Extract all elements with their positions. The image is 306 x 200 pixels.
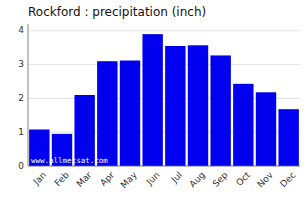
bar [256,92,276,166]
y-axis-line [28,24,29,166]
grid-line [28,166,300,167]
watermark: www.allmetsat.com [31,156,108,165]
bar [142,34,162,166]
x-tick-label: Jan [31,170,49,188]
y-tick-label: 2 [18,93,24,103]
y-tick-label: 4 [18,25,24,35]
x-tick-label: Oct [234,170,252,188]
bars [29,34,299,166]
x-tick-label: May [119,169,140,190]
x-tick-label: Dec [278,170,297,189]
x-tick-label: Mar [75,170,94,189]
bar [120,61,140,166]
title: Rockford : precipitation (inch) [28,5,206,19]
bar [188,45,208,166]
bar [210,55,230,166]
x-tick-label: Aug [187,170,207,190]
grid-line [28,64,300,65]
x-tick-label: Feb [53,170,72,189]
x-tick-label: Jun [144,170,162,188]
bar [278,109,298,166]
y-tick-label: 0 [18,161,24,171]
bar [233,84,253,166]
y-tick-label: 1 [18,127,24,137]
bar [97,61,117,166]
x-tick-label: Apr [98,170,116,188]
x-axis-line [28,166,300,167]
y-tick-label: 3 [18,59,24,69]
bar [165,46,185,166]
grid-line [28,30,300,31]
x-tick-label: Nov [255,169,275,189]
chart: 0 1 2 3 4 JanFebMarAprMayJun JulAugSepOctNovDe… [0,0,306,200]
x-tick-label: Jul [169,170,184,185]
x-tick-label: Sep [211,170,230,189]
